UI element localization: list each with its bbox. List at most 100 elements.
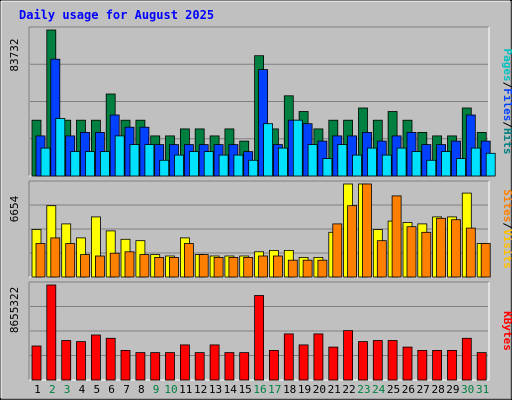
- bar-kbytes-day-30: [461, 337, 472, 381]
- series-files: [35, 58, 491, 177]
- x-tick-label: 1: [34, 383, 41, 396]
- bar-kbytes-day-20: [313, 333, 324, 381]
- bar-kbytes-day-31: [476, 352, 487, 381]
- bar-sites-day-21: [332, 223, 343, 278]
- bar-kbytes-day-10: [165, 352, 175, 381]
- bar-pages-day-22: [352, 154, 363, 177]
- bar-sites-day-27: [421, 231, 432, 278]
- bar-sites-day-16: [258, 255, 269, 278]
- x-tick-label: 20: [313, 383, 326, 396]
- series-sites: [35, 183, 491, 278]
- bar-kbytes-day-18: [283, 333, 294, 381]
- bar-sites-day-1: [35, 243, 46, 278]
- y-max-label-hits: 83732: [8, 38, 21, 71]
- bar-pages-day-1: [40, 147, 51, 177]
- bar-sites-day-11: [183, 243, 194, 278]
- x-tick-label: 16: [253, 383, 266, 396]
- x-tick-label: 31: [476, 383, 489, 396]
- bar-sites-day-25: [391, 195, 402, 278]
- x-tick-label: 29: [446, 383, 459, 396]
- legend-entry: Sites: [501, 189, 512, 222]
- bar-pages-day-27: [426, 159, 437, 177]
- bar-kbytes-day-9: [150, 352, 161, 381]
- bar-sites-day-9: [154, 256, 165, 278]
- bar-pages-day-5: [100, 151, 110, 177]
- bar-kbytes-day-28: [432, 349, 443, 381]
- bar-sites-day-19: [302, 259, 313, 278]
- panel-hits: [28, 26, 496, 177]
- legend-hits: Pages/Files/Hits: [501, 49, 512, 155]
- bar-files-day-30: [465, 114, 476, 177]
- x-tick-label: 6: [108, 383, 115, 396]
- bar-pages-day-6: [114, 135, 125, 177]
- bar-pages-day-20: [322, 158, 333, 177]
- bar-pages-day-26: [411, 151, 422, 177]
- bar-sites-day-20: [317, 259, 328, 278]
- legend-entry: KBytes: [501, 311, 512, 351]
- bar-sites-day-4: [80, 254, 90, 278]
- bar-kbytes-day-2: [46, 284, 57, 381]
- legend-entry: Visits: [501, 229, 512, 269]
- bar-kbytes-day-26: [402, 346, 413, 381]
- x-tick-label: 18: [283, 383, 296, 396]
- x-tick-label: 3: [64, 383, 71, 396]
- bar-pages-day-28: [441, 151, 452, 177]
- bar-sites-day-2: [50, 237, 61, 278]
- bar-kbytes-day-6: [105, 337, 116, 381]
- x-tick-label: 5: [93, 383, 100, 396]
- bar-pages-day-7: [129, 144, 140, 177]
- bar-kbytes-day-15: [239, 352, 250, 381]
- bar-pages-day-16: [263, 123, 274, 177]
- bar-sites-day-26: [406, 226, 417, 278]
- x-tick-label: 25: [387, 383, 400, 396]
- x-tick-label: 10: [164, 383, 177, 396]
- bar-pages-day-9: [159, 159, 170, 177]
- x-axis-labels: 1 2 3 4 5 6 7 8 9 10 11 12 13 14 15 16 17 18 19 20 21 22 23 24 2…: [34, 383, 489, 396]
- x-tick-label: 27: [417, 383, 430, 396]
- bar-kbytes-day-3: [61, 340, 72, 381]
- x-tick-label: 23: [357, 383, 370, 396]
- series-kbytes: [31, 284, 487, 381]
- bar-pages-day-18: [292, 119, 303, 177]
- x-tick-label: 15: [239, 383, 252, 396]
- bar-kbytes-day-24: [372, 340, 383, 381]
- bar-sites-day-10: [169, 256, 179, 278]
- bar-sites-day-30: [465, 227, 476, 278]
- bar-kbytes-day-21: [328, 346, 339, 381]
- bar-pages-day-31: [485, 152, 496, 177]
- x-tick-label: 7: [123, 383, 130, 396]
- series-pages: [40, 118, 496, 177]
- bar-kbytes-day-12: [194, 352, 205, 381]
- bar-kbytes-day-13: [209, 344, 220, 381]
- bar-sites-day-5: [95, 255, 105, 278]
- x-tick-label: 28: [431, 383, 444, 396]
- legend-entry: /: [501, 82, 512, 89]
- legend-entry: Files: [501, 88, 512, 121]
- x-tick-label: 30: [461, 383, 474, 396]
- legend-entry: Hits: [501, 128, 512, 155]
- bar-pages-day-19: [307, 144, 318, 177]
- x-tick-label: 14: [224, 383, 238, 396]
- bar-pages-day-21: [337, 144, 348, 177]
- panel-kbytes: [28, 281, 490, 381]
- legend-entry: /: [501, 121, 512, 128]
- bar-sites-day-18: [287, 259, 298, 278]
- x-tick-label: 26: [402, 383, 415, 396]
- bar-sites-day-28: [436, 217, 447, 278]
- x-tick-label: 8: [138, 383, 145, 396]
- bar-kbytes-day-29: [447, 349, 457, 381]
- bar-pages-day-15: [248, 159, 259, 177]
- bar-pages-day-23: [367, 147, 377, 177]
- x-tick-label: 24: [372, 383, 386, 396]
- legend-kbytes: KBytes: [501, 311, 512, 351]
- legend-entry: Pages: [501, 49, 512, 82]
- bar-kbytes-day-7: [120, 349, 131, 381]
- legend-visits: Sites/Visits: [501, 189, 512, 269]
- y-max-label-kbytes: 8655322: [8, 287, 21, 333]
- bar-kbytes-day-27: [417, 349, 428, 381]
- bar-sites-day-15: [243, 256, 254, 278]
- bar-files-day-2: [50, 58, 61, 177]
- bar-sites-day-31: [480, 243, 491, 278]
- bar-sites-day-17: [272, 255, 283, 278]
- chart-title: Daily usage for August 2025: [19, 8, 214, 22]
